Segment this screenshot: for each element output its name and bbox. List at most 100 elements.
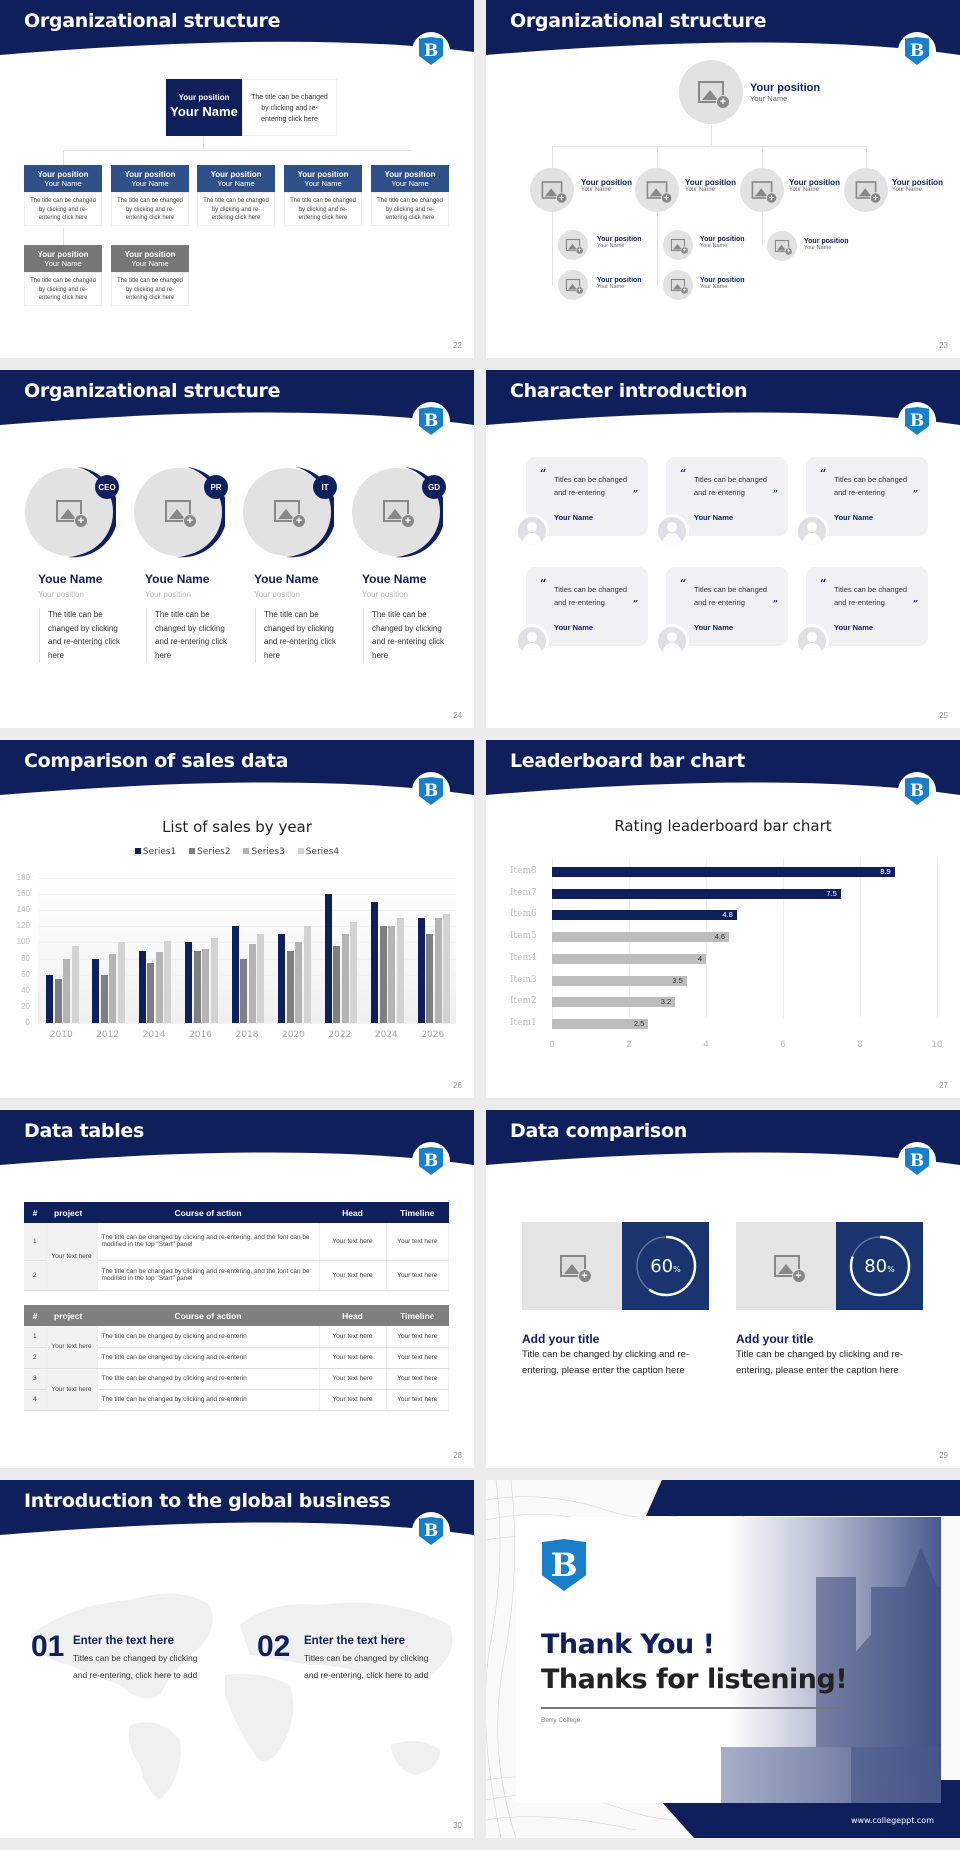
bar [54,978,62,1023]
org-desc: The title can be changed by clicking and… [284,192,362,226]
timeline-cell: Your text here [386,1326,449,1348]
avatar-placeholder[interactable] [740,168,784,212]
table-row[interactable]: 1 Your text here The title can be change… [24,1326,449,1369]
person-desc: The title can be changed by clicking and… [255,608,340,663]
x-tick-label: 2010 [49,1030,73,1040]
item-desc: Titles can be changed by clicking and re… [73,1653,198,1680]
item-heading: Enter the text here [73,1635,174,1647]
avatar-placeholder[interactable] [635,168,679,212]
image-add-icon [774,239,793,256]
org-top-box[interactable]: Your position Your Name [166,79,242,136]
action-cell: The title can be changed by clicking and… [97,1368,320,1390]
head-cell: Your text here [319,1223,387,1261]
user-avatar-icon [515,514,549,548]
shield-icon: B [419,1147,443,1175]
slide-22[interactable]: Organizational structure B Your position… [0,0,474,358]
quote-author: Your Name [694,513,734,522]
bar [185,942,193,1023]
table-row[interactable]: 2 The title can be changed by clicking a… [24,1260,449,1291]
org-box[interactable]: Your position Your Name The title can be c… [111,165,189,226]
x-tick-label: 10 [931,1040,943,1050]
position-label: Your position [178,93,230,102]
avatar-placeholder[interactable] [679,60,743,124]
image-add-icon [670,278,689,295]
org-box[interactable]: Your position Your Name The title can be c… [24,165,102,226]
shield-icon: B [905,407,929,435]
avatar-placeholder[interactable] [663,230,693,260]
avatar-placeholder[interactable] [767,231,797,261]
table-row[interactable]: 4 The title can be changed by clicking a… [24,1389,449,1411]
quote-text: Titles can be changed and re-entering [834,585,908,607]
slide-29[interactable]: Data comparison B 60% Add your title Tit… [486,1110,960,1468]
image-placeholder[interactable] [736,1222,837,1310]
role-badge: CEO [95,475,119,499]
college-logo: B [898,402,936,440]
open-quote-icon: “ [820,467,827,480]
college-logo: B [898,772,936,810]
chart-title: List of sales by year [162,818,312,836]
timeline-cell: Your text here [386,1223,449,1261]
slide-30[interactable]: Introduction to the global business B 01… [0,1480,474,1838]
quote-author: Your Name [834,513,874,522]
slide-header: Character introduction [486,370,960,430]
slide-23[interactable]: Organizational structure B Your position… [486,0,960,358]
position-text: Your position Your Name [750,82,821,103]
image-add-icon [773,1255,806,1283]
name-label: Your Name [44,179,82,188]
slide-26[interactable]: Comparison of sales data B List of sales… [0,740,474,1098]
person-name: Youe Name [254,572,319,586]
bar [240,958,248,1023]
org-box[interactable]: Your position Your Name The title can be c… [197,165,275,226]
position-label: Your position [37,170,89,179]
bar [231,926,239,1023]
website-link[interactable]: www.collegeppt.com [850,1816,934,1825]
avatar-placeholder[interactable] [844,168,888,212]
slide-title: Leaderboard bar chart [510,750,745,772]
user-avatar-icon [795,624,829,658]
table-row[interactable]: 2 The title can be changed by clicking a… [24,1347,449,1369]
slide-24[interactable]: Organizational structure B CEO Youe Name… [0,370,474,728]
college-logo: B [412,402,450,440]
org-box[interactable]: Your position Your Name The title can be c… [111,245,189,306]
thank-you-heading: Thank You ! [541,1629,715,1660]
org-box[interactable]: Your position Your Name The title can be c… [284,165,362,226]
slide-31-thank-you[interactable]: B Thank You ! Thanks for listening! Berr… [486,1480,960,1838]
avatar-placeholder[interactable] [558,230,588,260]
org-desc: The title can be changed by clicking and… [371,192,449,226]
bar [396,918,404,1023]
col-header: Course of action [174,1207,242,1218]
user-avatar-icon [795,514,829,548]
slide-header: Comparison of sales data [0,740,474,800]
data-table-1: # project Course of action Head Timeline… [24,1202,449,1291]
col-header: Course of action [174,1310,242,1321]
college-logo-shield-icon: B [542,1539,586,1591]
slide-28[interactable]: Data tables B # project Course of action… [0,1110,474,1468]
position-label: Your position [297,170,349,179]
org-box[interactable]: Your position Your Name The title can be c… [24,245,102,306]
image-placeholder[interactable] [522,1222,623,1310]
percent-unit: % [887,1264,895,1274]
col-header: # [32,1207,38,1218]
position-text: Your position Your Name [597,277,642,290]
bar [295,942,303,1023]
bar [388,926,396,1023]
close-quote-icon: ” [632,600,638,610]
bar [92,958,100,1023]
table-row[interactable]: 1 Your text here The title can be change… [24,1223,449,1291]
quote-card[interactable]: “ Titles can be changed and re-entering ” Y… [526,457,648,536]
name-label: Your Name [131,179,169,188]
bar-chart-plot [38,878,456,1024]
name-label: Your Name [170,104,238,119]
slide-27[interactable]: Leaderboard bar chart B Rating leaderboa… [486,740,960,1098]
slide-header: Introduction to the global business [0,1480,474,1540]
avatar-placeholder[interactable] [663,270,693,300]
org-box[interactable]: Your position Your Name The title can be c… [371,165,449,226]
table-row[interactable]: 3 Your text here The title can be change… [24,1368,449,1411]
open-quote-icon: “ [680,577,687,590]
avatar-placeholder[interactable] [530,168,574,212]
user-avatar-icon [655,514,689,548]
slide-25[interactable]: Character introduction B “ Titles can be … [486,370,960,728]
legend-item: Series4 [297,847,339,857]
person-name: Youe Name [145,572,210,586]
avatar-placeholder[interactable] [558,270,588,300]
